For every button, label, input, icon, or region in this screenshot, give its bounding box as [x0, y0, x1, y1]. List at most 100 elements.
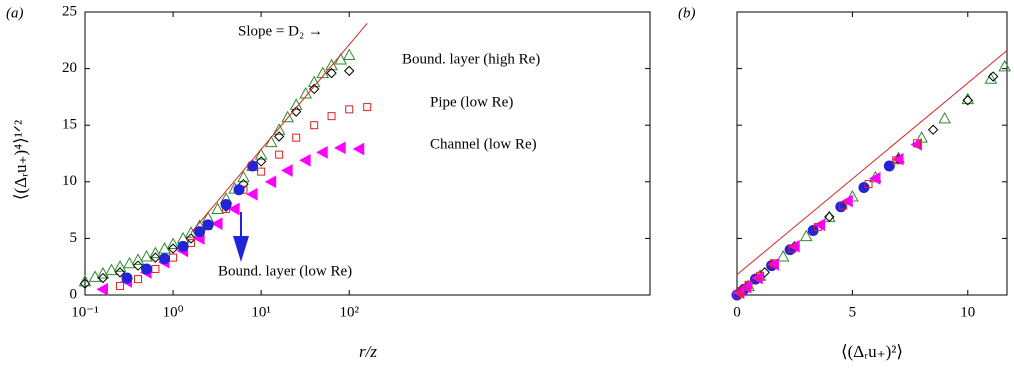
x-tick-label: 10⁰: [163, 304, 184, 320]
marker: [272, 123, 286, 135]
marker: [96, 266, 110, 279]
marker: [211, 217, 223, 231]
marker: [334, 141, 346, 155]
marker: [151, 264, 160, 273]
marker: [327, 112, 336, 121]
marker: [78, 274, 92, 287]
marker: [998, 59, 1012, 72]
marker: [345, 105, 354, 114]
panel-label: (a): [6, 5, 24, 21]
marker: [88, 270, 102, 282]
marker: [237, 170, 250, 183]
marker: [255, 156, 267, 167]
x-tick-label: 10¹: [251, 304, 271, 320]
marker: [841, 194, 853, 208]
marker: [813, 218, 826, 232]
marker: [813, 223, 822, 232]
marker: [273, 131, 285, 142]
annotation: Pipe (low Re): [430, 94, 513, 110]
marker: [788, 244, 797, 253]
marker: [316, 146, 328, 159]
marker: [962, 95, 973, 106]
marker: [913, 139, 921, 148]
marker: [169, 253, 178, 262]
marker: [326, 67, 337, 79]
marker: [150, 252, 161, 263]
marker: [123, 256, 136, 269]
annotation: Bound. layer (high Re): [402, 51, 540, 67]
marker: [105, 263, 118, 276]
marker: [159, 253, 171, 265]
marker: [97, 272, 109, 284]
marker: [938, 111, 952, 124]
marker: [247, 160, 259, 172]
marker: [363, 103, 372, 112]
x-tick-label: 5: [849, 304, 857, 320]
marker: [868, 172, 881, 185]
marker: [114, 267, 126, 278]
marker: [352, 142, 365, 156]
marker: [254, 148, 268, 160]
marker: [737, 287, 746, 296]
marker: [987, 71, 999, 82]
marker: [116, 281, 125, 290]
marker: [927, 124, 939, 135]
marker: [892, 156, 901, 165]
marker: [776, 249, 790, 262]
marker: [756, 271, 765, 280]
marker: [788, 239, 800, 253]
marker: [275, 150, 284, 159]
marker: [342, 48, 356, 61]
fit-line: [190, 22, 368, 234]
marker: [732, 286, 745, 300]
axes-frame: [736, 11, 1008, 296]
marker: [166, 237, 180, 250]
x-tick-label: 10: [960, 304, 975, 320]
y-tick-label: 25: [62, 3, 77, 19]
x-tick-label: 10⁻¹: [71, 304, 98, 320]
y-tick-label: 15: [62, 117, 77, 133]
marker: [759, 267, 770, 278]
fit-line: [736, 50, 1008, 276]
marker: [799, 229, 813, 242]
marker: [228, 202, 240, 216]
panel-label: (b): [678, 5, 696, 21]
y-tick-label: 10: [62, 173, 77, 189]
x-axis-label: ⟨(Δᵣu₊)²⟩: [841, 342, 903, 361]
marker: [264, 135, 278, 148]
annotation: Slope = D₂ →: [238, 23, 323, 39]
marker: [211, 202, 224, 214]
annotation: Bound. layer (low Re): [218, 263, 352, 279]
marker: [113, 260, 127, 272]
marker: [132, 260, 144, 271]
marker: [149, 246, 162, 259]
marker: [739, 280, 752, 294]
marker: [281, 164, 293, 177]
marker: [257, 167, 266, 176]
marker: [194, 226, 206, 238]
x-tick-label: 0: [733, 304, 741, 320]
marker: [864, 180, 873, 189]
arrow-head: [233, 236, 249, 262]
marker: [246, 187, 258, 201]
marker: [167, 243, 179, 254]
y-tick-label: 5: [70, 230, 78, 246]
marker: [310, 121, 319, 130]
marker: [751, 271, 763, 285]
marker: [177, 240, 189, 252]
marker: [220, 198, 232, 210]
annotation: Channel (low Re): [430, 136, 537, 152]
y-tick-label: 20: [62, 60, 77, 76]
marker: [744, 280, 753, 289]
marker: [325, 58, 338, 71]
marker: [839, 201, 848, 210]
marker: [264, 175, 277, 189]
marker: [292, 133, 301, 142]
axes-frame: [84, 11, 651, 296]
marker: [308, 83, 320, 95]
marker: [835, 201, 847, 213]
marker: [290, 106, 302, 117]
marker: [121, 272, 133, 284]
x-tick-label: 10²: [339, 304, 359, 320]
